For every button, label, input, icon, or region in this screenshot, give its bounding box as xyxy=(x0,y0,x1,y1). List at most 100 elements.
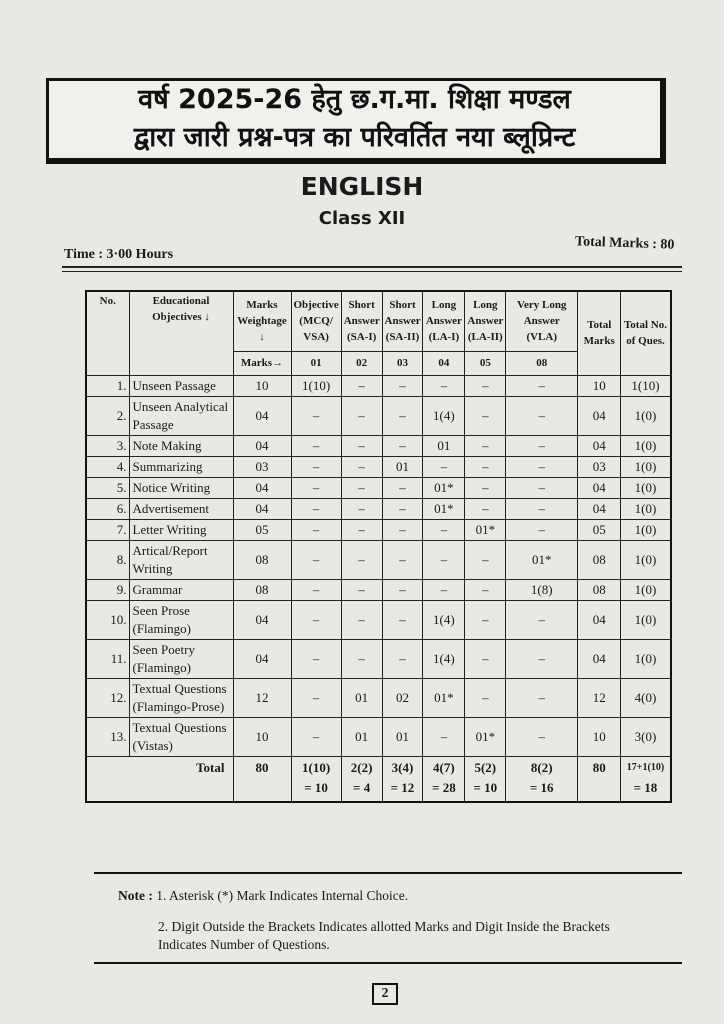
class-title: Class XII xyxy=(318,208,406,229)
row-cell: – xyxy=(290,476,342,499)
table-row: 7. Letter Writing 05– – – –01* –05 1(0) xyxy=(85,518,672,541)
total-ques: 17+1(10) = 18 xyxy=(620,755,672,803)
row-number: 10. xyxy=(85,599,130,640)
row-cell: – xyxy=(381,476,424,499)
row-cell: – xyxy=(340,395,383,436)
row-cell: 01 xyxy=(340,677,383,718)
row-number: 4. xyxy=(85,455,130,478)
row-cell: – xyxy=(340,539,383,580)
row-cell: – xyxy=(464,476,507,499)
row-cell: – xyxy=(290,638,342,679)
total-marks: 80 xyxy=(577,755,622,803)
row-cell: – xyxy=(464,434,507,457)
row-weightage: 10 xyxy=(232,716,292,757)
total-cell-value: 8(2) xyxy=(530,759,553,775)
row-number: 12. xyxy=(85,677,130,718)
row-cell: – xyxy=(381,578,424,601)
note-item-2: 2. Digit Outside the Brackets Indicates … xyxy=(158,919,610,952)
row-cell: – xyxy=(340,497,383,520)
row-objective: Unseen Passage xyxy=(128,374,234,397)
table-row: 12. Textual Questions (Flamingo-Prose) 12–… xyxy=(85,677,672,718)
total-cell-value: 3(4) xyxy=(391,759,414,775)
row-objective: Artical/Report Writing xyxy=(128,539,234,580)
row-weightage: 12 xyxy=(232,677,292,718)
row-cell: – xyxy=(464,578,507,601)
row-cell: 01* xyxy=(505,539,579,580)
row-total-marks: 05 xyxy=(577,518,622,541)
row-total-ques: 1(0) xyxy=(620,539,672,580)
row-cell: 1(4) xyxy=(422,638,466,679)
note-box: Note : 1. Asterisk (*) Mark Indicates In… xyxy=(94,872,682,964)
row-total-ques: 3(0) xyxy=(620,716,672,757)
row-cell: – xyxy=(505,434,579,457)
row-objective: Seen Prose (Flamingo) xyxy=(128,599,234,640)
total-cell: 8(2) = 16 xyxy=(505,755,579,803)
table-row: 5. Notice Writing 04– – –01* – –04 1(0) xyxy=(85,476,672,499)
row-objective: Summarizing xyxy=(128,455,234,478)
row-cell: 01 xyxy=(340,716,383,757)
row-weightage: 04 xyxy=(232,497,292,520)
row-cell: 01 xyxy=(381,716,424,757)
row-cell: – xyxy=(340,374,383,397)
total-cell-marks: = 12 xyxy=(390,779,415,795)
row-cell: 01 xyxy=(422,434,466,457)
header-marks-value: 03 xyxy=(381,350,424,376)
row-total-marks: 03 xyxy=(577,455,622,478)
header-question-type: Long Answer (LA-I) xyxy=(422,290,466,352)
row-cell: – xyxy=(505,476,579,499)
row-cell: – xyxy=(340,518,383,541)
row-total-ques: 1(10) xyxy=(620,374,672,397)
row-objective: Textual Questions (Flamingo-Prose) xyxy=(128,677,234,718)
row-weightage: 04 xyxy=(232,476,292,499)
total-weightage: 80 xyxy=(232,755,292,803)
row-cell: – xyxy=(464,599,507,640)
total-cell-marks: = 10 xyxy=(304,779,328,795)
row-cell: 01* xyxy=(422,497,466,520)
row-total-ques: 4(0) xyxy=(620,677,672,718)
row-weightage: 04 xyxy=(232,395,292,436)
row-cell: – xyxy=(464,539,507,580)
row-cell: – xyxy=(290,497,342,520)
row-total-marks: 04 xyxy=(577,497,622,520)
row-cell: – xyxy=(464,638,507,679)
table-row: 9. Grammar 08– – – – –1(8) 08 1(0) xyxy=(85,578,672,601)
total-cell-value: 2(2) xyxy=(350,759,373,775)
row-cell: 01* xyxy=(422,677,466,718)
row-cell: – xyxy=(340,638,383,679)
header-marks-value: 01 xyxy=(290,350,342,376)
row-total-ques: 1(0) xyxy=(620,578,672,601)
row-cell: – xyxy=(505,599,579,640)
table-row: 1. Unseen Passage 10 1(10) – – – – –10 1(10) xyxy=(85,374,672,397)
header-question-type: Objective (MCQ/ VSA) xyxy=(290,290,342,352)
row-cell: – xyxy=(381,638,424,679)
header-total-marks: Total Marks xyxy=(577,290,622,376)
divider xyxy=(62,271,682,272)
total-row: Total 80 1(10) = 10 2(2) = 4 3(4) = 12 4(7) = 28 5… xyxy=(85,755,672,803)
row-cell: 1(10) xyxy=(290,374,342,397)
row-cell: – xyxy=(290,599,342,640)
row-number: 6. xyxy=(85,497,130,520)
hindi-header-box: वर्ष 2025-26 हेतु छ.ग.मा. शिक्षा मण्डल द… xyxy=(46,78,666,164)
table-row: 10. Seen Prose (Flamingo) 04– – –1(4) – –04 1(0… xyxy=(85,599,672,640)
row-objective: Note Making xyxy=(128,434,234,457)
row-cell: – xyxy=(505,638,579,679)
row-cell: – xyxy=(290,578,342,601)
row-cell: – xyxy=(505,374,579,397)
row-total-marks: 08 xyxy=(577,578,622,601)
row-cell: – xyxy=(422,716,466,757)
header-marks-arrow: Marks→ xyxy=(232,350,292,376)
header-question-type: Short Answer (SA-II) xyxy=(381,290,424,352)
row-cell: – xyxy=(464,374,507,397)
row-cell: – xyxy=(422,374,466,397)
row-number: 8. xyxy=(85,539,130,580)
row-cell: 01 xyxy=(381,455,424,478)
row-total-ques: 1(0) xyxy=(620,476,672,499)
row-cell: – xyxy=(505,395,579,436)
row-number: 7. xyxy=(85,518,130,541)
note-item-1: 1. Asterisk (*) Mark Indicates Internal … xyxy=(156,888,409,903)
row-total-ques: 1(0) xyxy=(620,434,672,457)
row-objective: Advertisement xyxy=(128,497,234,520)
table-row: 8. Artical/Report Writing 08– – – – –01* 08 1(0) xyxy=(85,539,672,580)
total-cell-marks: = 28 xyxy=(432,779,456,795)
row-total-marks: 10 xyxy=(577,374,622,397)
